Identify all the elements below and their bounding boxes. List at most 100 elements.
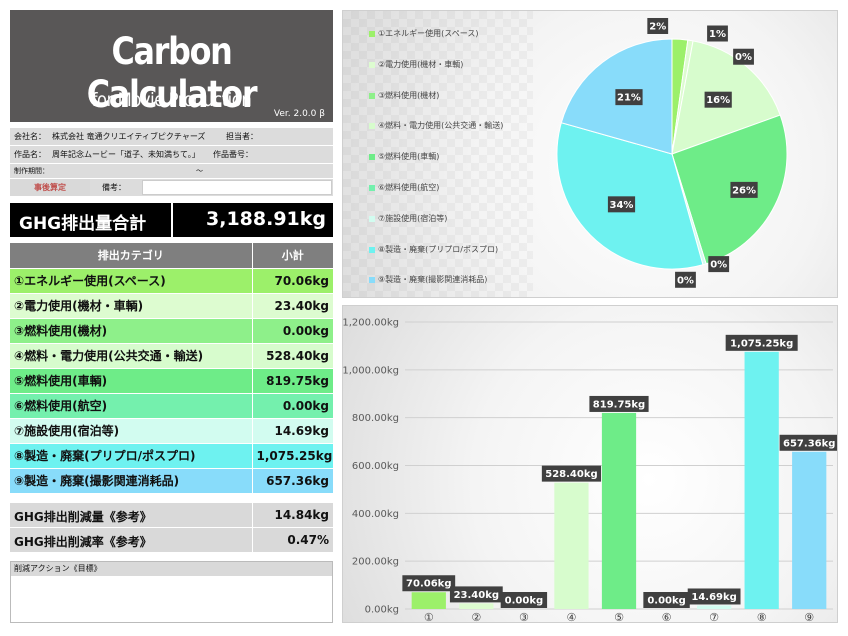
- data-label: 21%: [617, 93, 641, 104]
- subtotal-cell: 14.69kg: [251, 418, 333, 444]
- data-label: 26%: [732, 185, 756, 196]
- bar: [696, 605, 732, 609]
- ghg-total-label: GHG排出量合計: [19, 214, 147, 234]
- legend-swatch: [369, 123, 375, 130]
- column-header-category: 排出カテゴリ: [10, 243, 252, 269]
- pie-chart-panel: ①エネルギー使用(スペース) ②電力使用(機材・車輌) ③燃料使用(機材) ④燃料・電…: [342, 10, 838, 298]
- data-label-box: [707, 25, 728, 42]
- x-tick-label: ①: [424, 611, 434, 623]
- legend-swatch: [369, 154, 375, 161]
- y-tick-label: 200.00kg: [352, 557, 399, 568]
- divider: [171, 203, 173, 237]
- bar-data-label: 528.40kg: [541, 465, 602, 482]
- category-cell: ③燃料使用(機材): [10, 318, 252, 344]
- pie-chart: 2% 1% 0% 16% 26% 0% 0% 34% 21%: [556, 17, 788, 288]
- reduction-rate-value: 0.47%: [287, 533, 329, 547]
- legend-label: ④燃料・電力使用(公共交通・輸送): [378, 121, 504, 131]
- divider: [252, 503, 253, 527]
- divider: [252, 528, 253, 552]
- category-cell: ④燃料・電力使用(公共交通・輸送): [10, 343, 252, 369]
- data-label: 0%: [677, 275, 694, 286]
- table-row: ②電力使用(機材・車輌) 23.40kg: [10, 293, 333, 319]
- data-label: 0%: [710, 260, 727, 271]
- pie-data-label: 26%: [730, 181, 758, 198]
- subtotal-cell: 1,075.25kg: [251, 443, 333, 469]
- bar-data-label: 1,075.25kg: [725, 334, 798, 351]
- bar-data-label: 0.00kg: [500, 592, 548, 608]
- legend-swatch: [369, 215, 375, 222]
- ghg-total-box: GHG排出量合計 3,188.91kg: [10, 203, 333, 237]
- data-label: 70.06kg: [406, 579, 451, 590]
- company-row: 会社名： 株式会社 竜通クリエイティブピクチャーズ 担当者：: [10, 128, 333, 145]
- bar: [601, 412, 637, 609]
- period-row: 制作期間： ～: [10, 164, 333, 178]
- bar: [744, 351, 779, 609]
- table-row: ⑦施設使用(宿泊等) 14.69kg: [10, 418, 333, 444]
- data-label-box: [541, 465, 602, 482]
- bar-data-label: 819.75kg: [589, 395, 649, 412]
- pie-data-label: 2%: [647, 17, 669, 34]
- app-header: Carbon Calculator for Movie Production V…: [10, 10, 333, 122]
- legend-label: ③燃料使用(機材): [378, 90, 440, 100]
- app-title: Carbon Calculator: [86, 30, 258, 116]
- x-tick-label: ④: [567, 611, 577, 623]
- subtotal-cell: 0.00kg: [251, 393, 333, 419]
- work-no-label: 作品番号：: [213, 150, 253, 159]
- x-tick-label: ⑤: [614, 611, 624, 623]
- legend-label: ⑦施設使用(宿泊等): [378, 213, 448, 223]
- data-label-box: [687, 588, 741, 605]
- reduction-action-field[interactable]: [11, 576, 332, 622]
- data-label-box: [500, 592, 548, 608]
- bar-data-label: 0.00kg: [643, 592, 690, 608]
- x-tick-label: ②: [471, 611, 481, 623]
- bar: [411, 592, 446, 609]
- legend-label: ⑧製造・廃棄(プリプロ/ポスプロ): [378, 244, 499, 254]
- bar-data-label: 23.40kg: [449, 586, 503, 603]
- y-tick-label: 600.00kg: [352, 461, 399, 472]
- legend-swatch: [369, 92, 375, 99]
- reduction-amount-value: 14.84kg: [274, 508, 329, 522]
- subtotal-cell: 819.75kg: [251, 368, 333, 394]
- period-separator: ～: [196, 167, 203, 175]
- legend-swatch: [369, 277, 375, 284]
- legend-swatch: [369, 246, 375, 253]
- y-tick-label: 400.00kg: [352, 509, 399, 520]
- category-cell: ①エネルギー使用(スペース): [10, 268, 252, 294]
- period-label: 制作期間：: [14, 167, 49, 175]
- app-subtitle: for Movie Production: [91, 89, 252, 111]
- legend-label: ②電力使用(機材・車輌): [378, 59, 464, 69]
- bar: [792, 451, 827, 609]
- data-label-box: [708, 256, 730, 273]
- work-title-row: 作品名： 周年記念ムービー「道子、未知満ちて。」 作品番号：: [10, 146, 333, 163]
- category-cell: ⑨製造・廃棄(撮影関連消耗品): [10, 468, 252, 494]
- legend-item: ⑦施設使用(宿泊等): [358, 206, 538, 237]
- ghg-total-value: 3,188.91kg: [206, 208, 326, 230]
- bar-chart-panel: 0.00kg 200.00kg 400.00kg 600.00kg 800.00kg 1,…: [342, 305, 838, 623]
- subtotal-cell: 657.36kg: [251, 468, 333, 494]
- table-header: 排出カテゴリ 小計: [10, 243, 333, 269]
- work-title-label: 作品名：: [14, 150, 46, 159]
- status-badge: 事後算定: [10, 179, 90, 196]
- subtotal-cell: 528.40kg: [251, 343, 333, 369]
- data-label-box: [779, 434, 837, 451]
- legend-swatch: [369, 31, 375, 37]
- company-field[interactable]: 株式会社 竜通クリエイティブピクチャーズ: [52, 132, 206, 141]
- bar-data-label: 70.06kg: [402, 575, 456, 592]
- data-label: 23.40kg: [454, 590, 499, 601]
- data-label: 34%: [610, 200, 634, 211]
- table-row: ⑧製造・廃棄(プリプロ/ポスプロ) 1,075.25kg: [10, 443, 333, 469]
- remark-label: 備考：: [102, 183, 126, 192]
- pie-data-label: 0%: [675, 271, 696, 288]
- data-label-box: [589, 395, 649, 412]
- data-label: 0.00kg: [647, 596, 685, 607]
- legend-item: ③燃料使用(機材): [358, 83, 538, 114]
- company-label: 会社名：: [14, 132, 46, 141]
- data-label-box: [449, 586, 503, 603]
- data-label-box: [730, 181, 758, 198]
- legend-item: ⑨製造・廃棄(撮影関連消耗品): [358, 267, 538, 297]
- work-title-field[interactable]: 周年記念ムービー「道子、未知満ちて。」: [52, 150, 200, 159]
- data-label-box: [704, 91, 732, 108]
- reduction-action-box: 削減アクション《目標》: [10, 561, 333, 623]
- remark-field[interactable]: [142, 180, 332, 195]
- x-tick-label: ③: [519, 611, 529, 623]
